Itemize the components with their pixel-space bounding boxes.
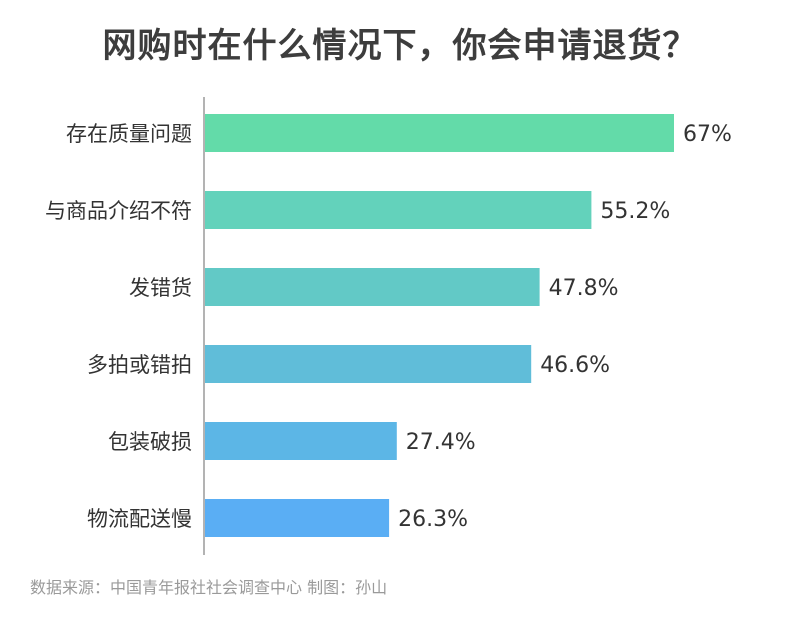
- value-label-5: 26.3%: [398, 507, 468, 532]
- category-label-3: 多拍或错拍: [87, 353, 192, 377]
- bar-0: [205, 114, 674, 152]
- category-label-0: 存在质量问题: [66, 122, 192, 146]
- category-label-1: 与商品介绍不符: [45, 199, 192, 223]
- chart-title: 网购时在什么情况下，你会申请退货？: [102, 26, 698, 66]
- category-label-2: 发错货: [129, 276, 192, 300]
- bar-2: [205, 268, 540, 306]
- category-label-4: 包装破损: [108, 430, 192, 454]
- bar-5: [205, 499, 390, 537]
- source-note: 数据来源：中国青年报社社会调查中心 制图：孙山: [30, 578, 388, 597]
- bar-4: [205, 422, 397, 460]
- bar-3: [205, 345, 532, 383]
- bar-1: [205, 191, 592, 229]
- category-label-5: 物流配送慢: [87, 507, 192, 531]
- value-label-0: 67%: [683, 122, 732, 147]
- value-label-1: 55.2%: [600, 199, 670, 224]
- value-label-2: 47.8%: [549, 276, 619, 301]
- value-label-3: 46.6%: [540, 353, 610, 378]
- value-label-4: 27.4%: [406, 430, 476, 455]
